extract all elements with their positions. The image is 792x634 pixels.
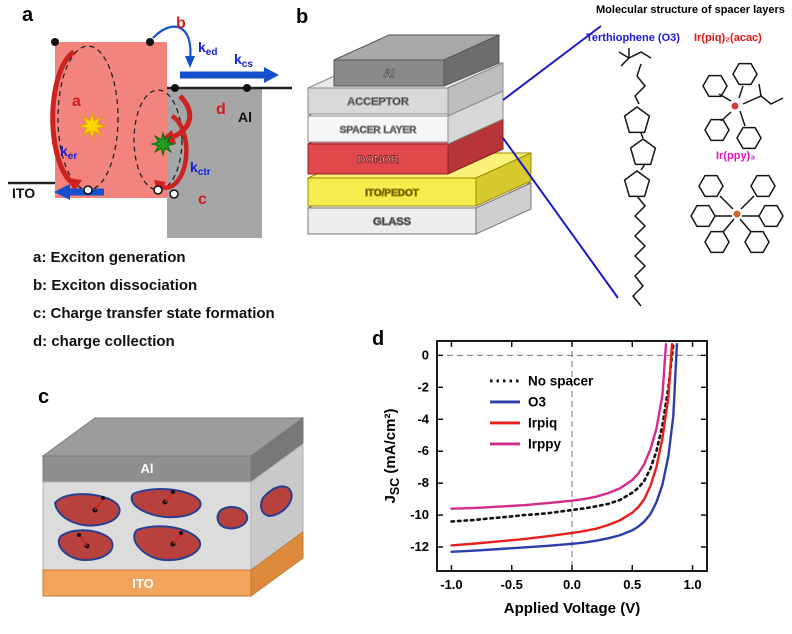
legend-label: Irpiq [528, 415, 557, 430]
rate-ker-label: ker [60, 143, 77, 162]
rate-kcs-label: kcs [234, 51, 253, 70]
x-tick-label: -0.5 [501, 577, 523, 592]
ito-electrode-label: ITO [12, 185, 35, 201]
legend-label: O3 [528, 394, 547, 409]
panel-c-letter: c [38, 386, 50, 408]
series-irppy [450, 343, 668, 510]
y-tick-label: -8 [417, 475, 429, 490]
morphology-al-label: Al [141, 461, 154, 476]
rate-ked-label: ked [198, 39, 217, 58]
process-a-label: a [72, 93, 81, 110]
exciton-orbit-right [133, 89, 183, 191]
irpiq-structure [702, 62, 784, 150]
layer-label-spacer: SPACER LAYER [340, 125, 417, 136]
rate-kctr-label: kctr [190, 159, 211, 178]
series-irpiq [450, 343, 674, 547]
device-stack-diagram: GLASS ITO/PEDOT DONOR SPACER LAYER [307, 34, 532, 235]
exciton-star-yellow [77, 111, 107, 141]
panel-a-letter: a [22, 4, 34, 26]
molecular-panel-title: Molecular structure of spacer layers [596, 4, 785, 16]
y-tick-label: -6 [417, 443, 429, 458]
process-c-label: c [198, 191, 207, 208]
layer-label-glass: GLASS [373, 216, 411, 228]
donor-domains [53, 485, 293, 562]
terthiophene-structure [618, 48, 657, 307]
panel-a-diagram: a b c d ked kcs ker kctr ITO Al [8, 15, 292, 238]
layer-label-acceptor: ACCEPTOR [347, 96, 409, 108]
acceptor-region [167, 88, 262, 238]
y-tick-label: -4 [417, 411, 429, 426]
panel-b-letter: b [296, 6, 309, 28]
legend-label: No spacer [528, 373, 594, 388]
ito-slab [42, 531, 304, 597]
panel-d-letter: d [372, 328, 385, 350]
layer-al: Al [333, 34, 500, 87]
geminate-pairs [77, 490, 183, 549]
process-b-label: b [176, 15, 186, 32]
jv-curve-chart: -1.0 -0.5 0.0 0.5 1.0 0 -2 -4 -6 -8 -10 -12 Applied … [410, 340, 708, 617]
y-tick-label: -10 [410, 507, 429, 522]
y-tick-label: 0 [422, 347, 429, 362]
y-tick-label: -2 [417, 379, 429, 394]
x-tick-label: 1.0 [683, 577, 701, 592]
caption-line-a: a: Exciton generation [33, 249, 186, 266]
morphology-ito-label: ITO [132, 576, 153, 591]
process-d-label: d [216, 101, 226, 118]
irppy-structure [690, 174, 784, 254]
donor-region [55, 42, 167, 198]
legend-label: Irppy [528, 436, 561, 451]
series-o3 [450, 343, 679, 554]
layer-label-donor: DONOR [358, 154, 399, 166]
al-electrode-label: Al [238, 109, 252, 125]
layer-label-ito-pedot: ITO/PEDOT [365, 188, 419, 199]
active-blend-layer [42, 443, 304, 571]
y-tick-label: -12 [410, 539, 429, 554]
x-tick-label: 0.5 [623, 577, 641, 592]
caption-line-d: d: charge collection [33, 333, 175, 350]
charge-dots [51, 38, 251, 199]
panel-a-caption: a: Exciton generation b: Exciton dissoci… [33, 244, 275, 356]
molecule-label-irpiq: Ir(piq)₂(acac) [694, 32, 762, 44]
x-tick-label: -1.0 [440, 577, 462, 592]
molecule-label-irppy: Ir(ppy)₃ [716, 150, 756, 162]
molecular-structures [618, 48, 784, 307]
molecule-label-terthiophene: Terthiophene (O3) [586, 32, 680, 44]
ct-star-green [150, 131, 176, 157]
caption-line-b: b: Exciton dissociation [33, 277, 198, 294]
x-axis-label: Applied Voltage (V) [504, 600, 640, 617]
x-tick-label: 0.0 [563, 577, 581, 592]
morphology-diagram: Al ITO [41, 417, 305, 597]
layer-label-al: Al [384, 68, 395, 80]
caption-line-c: c: Charge transfer state formation [33, 305, 275, 322]
series-no-spacer [450, 342, 675, 523]
